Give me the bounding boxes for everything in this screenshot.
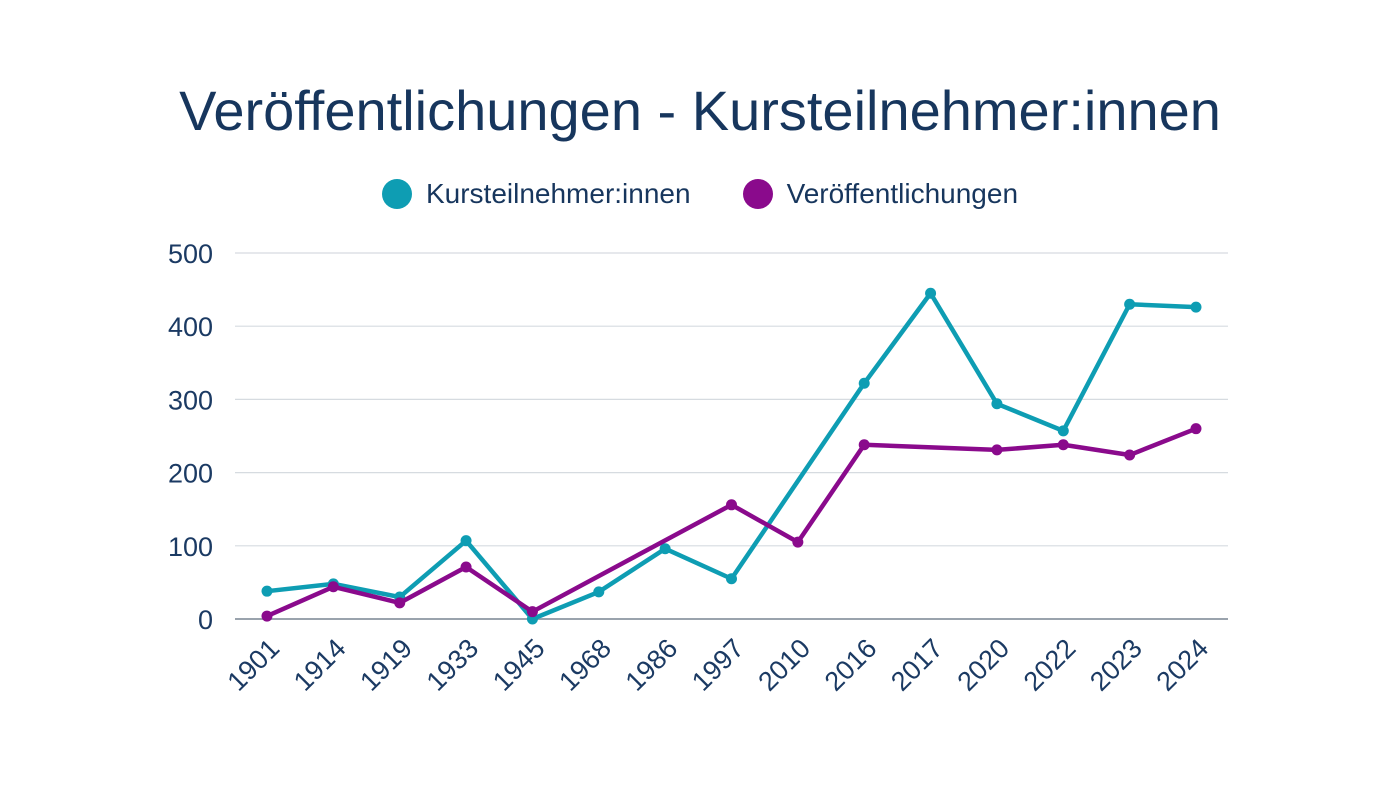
data-point xyxy=(726,499,737,511)
data-point xyxy=(726,573,737,585)
legend: Kursteilnehmer:innen Veröffentlichungen xyxy=(0,178,1400,210)
x-tick-label: 2022 xyxy=(1018,633,1082,697)
data-point xyxy=(925,287,937,299)
x-tick-label: 1968 xyxy=(553,633,617,697)
data-point xyxy=(327,581,339,593)
y-tick-label: 500 xyxy=(168,239,213,269)
data-point xyxy=(991,444,1003,456)
data-point xyxy=(858,377,870,389)
data-point xyxy=(261,585,273,597)
x-tick-label: 2020 xyxy=(951,633,1015,697)
data-point xyxy=(1190,423,1202,435)
y-tick-label: 200 xyxy=(168,459,213,489)
x-tick-label: 2017 xyxy=(885,633,949,697)
data-point xyxy=(593,586,605,598)
chart-title: Veröffentlichungen - Kursteilnehmer:inne… xyxy=(179,79,1221,142)
x-tick-label: 2024 xyxy=(1151,633,1215,697)
x-tick-label: 1933 xyxy=(421,633,485,697)
data-point xyxy=(460,535,472,547)
x-tick-label: 1914 xyxy=(288,633,352,697)
legend-marker xyxy=(381,179,412,209)
y-tick-label: 0 xyxy=(198,605,213,635)
series-line-0 xyxy=(266,291,1197,622)
data-point xyxy=(460,561,472,573)
data-point xyxy=(261,610,273,622)
data-point xyxy=(991,398,1003,410)
x-tick-label: 1945 xyxy=(487,633,551,697)
x-tick-label: 2016 xyxy=(819,633,883,697)
data-point xyxy=(1057,439,1069,451)
y-tick-label: 300 xyxy=(168,385,213,415)
x-tick-label: 1919 xyxy=(354,633,418,697)
x-tick-label: 2023 xyxy=(1084,633,1148,697)
data-point xyxy=(394,597,406,609)
data-point xyxy=(526,606,538,618)
legend-item-veroeffentlichungen: Veröffentlichungen xyxy=(742,178,1019,210)
data-point xyxy=(1190,301,1202,313)
data-point xyxy=(1124,298,1136,310)
x-tick-label: 1986 xyxy=(620,633,684,697)
data-point xyxy=(792,536,804,548)
y-tick-label: 100 xyxy=(168,532,213,562)
x-tick-label: 1901 xyxy=(222,633,286,697)
data-point xyxy=(1057,425,1069,437)
series-line-1 xyxy=(266,426,1197,619)
legend-marker xyxy=(742,179,773,209)
legend-label: Veröffentlichungen xyxy=(786,178,1019,209)
legend-item-kursteilnehmer: Kursteilnehmer:innen xyxy=(381,178,691,210)
y-tick-label: 400 xyxy=(168,312,213,342)
data-point xyxy=(659,543,671,555)
data-point xyxy=(1124,449,1136,461)
data-point xyxy=(858,439,870,451)
x-tick-label: 1997 xyxy=(686,633,750,697)
legend-label: Kursteilnehmer:innen xyxy=(425,178,691,209)
x-tick-label: 2010 xyxy=(752,633,816,697)
